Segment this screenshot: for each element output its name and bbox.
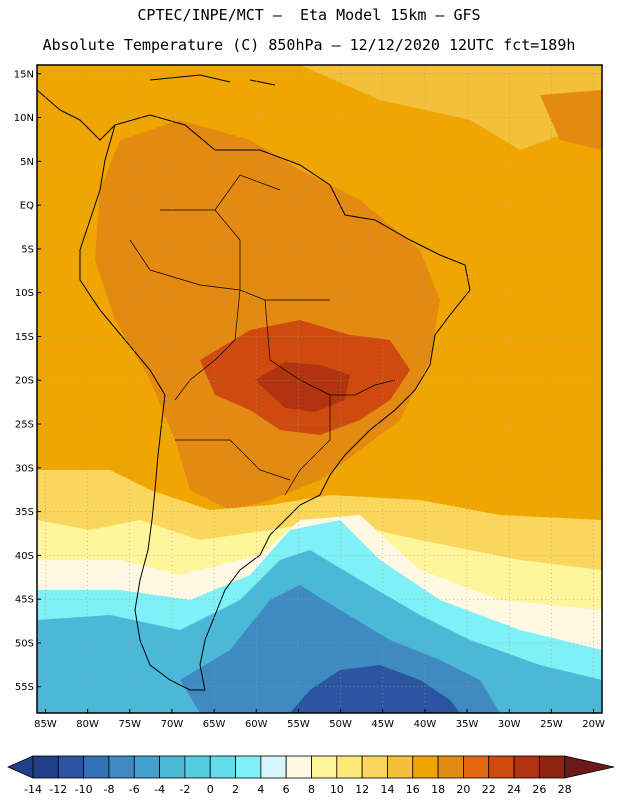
lon-label: 55W (287, 719, 310, 730)
colorbar-tick-label: 18 (431, 783, 445, 796)
colorbar-swatch (412, 755, 439, 779)
colorbar-swatch (336, 755, 363, 779)
lon-label: 50W (329, 719, 352, 730)
lon-label: 85W (34, 719, 57, 730)
lat-label: EQ (20, 201, 34, 212)
colorbar-swatch (32, 755, 59, 779)
colorbar-tick-label: 14 (380, 783, 394, 796)
colorbar-swatch (488, 755, 515, 779)
colorbar-tick-label: 6 (283, 783, 290, 796)
lon-label: 20W (582, 719, 605, 730)
lat-label: 10N (14, 113, 34, 124)
map-subtitle: Absolute Temperature (C) 850hPa – 12/12/… (42, 36, 576, 54)
lat-label: 5N (20, 157, 34, 168)
colorbar-swatch (184, 755, 211, 779)
field-core-hottest (255, 362, 350, 412)
colorbar (7, 755, 615, 779)
caribbean-islands (149, 74, 276, 86)
field-south-darkblue (290, 665, 460, 713)
lat-label: 10S (15, 288, 34, 299)
map-frame (36, 64, 603, 714)
lon-label: 75W (118, 719, 141, 730)
lon-label: 25W (540, 719, 563, 730)
lat-lon-grid (37, 65, 602, 713)
colorbar-tick-label: 10 (330, 783, 344, 796)
colorbar-tick-label: 12 (355, 783, 369, 796)
lat-label: 15S (15, 332, 34, 343)
lat-label: 5S (21, 244, 34, 255)
map-title: CPTEC/INPE/MCT – Eta Model 15km – GFS (137, 6, 481, 24)
central-america-outline (36, 89, 116, 141)
colorbar-swatch (463, 755, 490, 779)
colorbar-swatch (361, 755, 388, 779)
colorbar-swatch (235, 755, 262, 779)
colorbar-left-arrow (7, 755, 34, 779)
lat-label: 50S (15, 638, 34, 649)
colorbar-tick-label: -10 (75, 783, 93, 796)
south-america-outline (79, 114, 471, 691)
lat-label: 20S (15, 376, 34, 387)
colorbar-tick-label: 4 (257, 783, 264, 796)
lat-label: 55S (15, 682, 34, 693)
lat-label: 45S (15, 595, 34, 606)
colorbar-swatch (437, 755, 464, 779)
colorbar-swatch (538, 755, 566, 779)
colorbar-tick-label: -6 (129, 783, 140, 796)
lon-label: 35W (456, 719, 479, 730)
longitude-labels: 85W 80W 75W 70W 65W 60W 55W 50W 45W 40W 35W 30W 25W 2… (34, 709, 605, 730)
colorbar-swatch (108, 755, 135, 779)
field-ne-warm (540, 90, 602, 150)
colorbar-swatch (83, 755, 110, 779)
colorbar-tick-label: 0 (207, 783, 214, 796)
lon-label: 65W (203, 719, 226, 730)
colorbar-swatch (513, 755, 540, 779)
colorbar-swatch (387, 755, 414, 779)
colorbar-tick-label: -8 (103, 783, 114, 796)
colorbar-swatch (285, 755, 312, 779)
lon-label: 80W (76, 719, 99, 730)
colorbar-tick-label: 28 (558, 783, 572, 796)
colorbar-swatch (260, 755, 287, 779)
lat-label: 25S (15, 420, 34, 431)
lat-label: 15N (14, 69, 34, 80)
colorbar-tick-label: -2 (179, 783, 190, 796)
colorbar-tick-label: 8 (308, 783, 315, 796)
colorbar-tick-label: 20 (456, 783, 470, 796)
lon-label: 40W (414, 719, 437, 730)
field-north-ocean (300, 65, 602, 150)
colorbar-tick-label: -14 (24, 783, 42, 796)
lat-label: 40S (15, 551, 34, 562)
colorbar-swatch (209, 755, 236, 779)
lon-label: 45W (371, 719, 394, 730)
colorbar-swatch (159, 755, 186, 779)
colorbar-tick-label: 2 (232, 783, 239, 796)
colorbar-tick-label: 22 (482, 783, 496, 796)
colorbar-tick-label: -12 (49, 783, 67, 796)
colorbar-right-arrow (564, 755, 615, 779)
colorbar-tick-label: 16 (406, 783, 420, 796)
lat-label: 35S (15, 507, 34, 518)
lon-label: 70W (161, 719, 184, 730)
colorbar-tick-label: -4 (154, 783, 165, 796)
colorbar-swatch (311, 755, 338, 779)
colorbar-swatch (133, 755, 160, 779)
lon-label: 60W (245, 719, 268, 730)
temperature-field (37, 65, 602, 713)
latitude-labels: 15N 10N 5N EQ 5S 10S 15S 20S 25S 30S 35S 40S 45S 50S 5… (14, 69, 41, 693)
lon-label: 30W (498, 719, 521, 730)
coastlines (36, 74, 471, 691)
lat-label: 30S (15, 463, 34, 474)
colorbar-tick-label: 24 (507, 783, 521, 796)
colorbar-tick-label: 26 (532, 783, 546, 796)
colorbar-swatch (57, 755, 85, 779)
country-borders (129, 174, 396, 496)
colorbar-labels: -14 -12 -10 -8 -6 -4 -2 0 2 4 6 8 10 12 14 16 18 20 22 24 26… (24, 783, 572, 796)
